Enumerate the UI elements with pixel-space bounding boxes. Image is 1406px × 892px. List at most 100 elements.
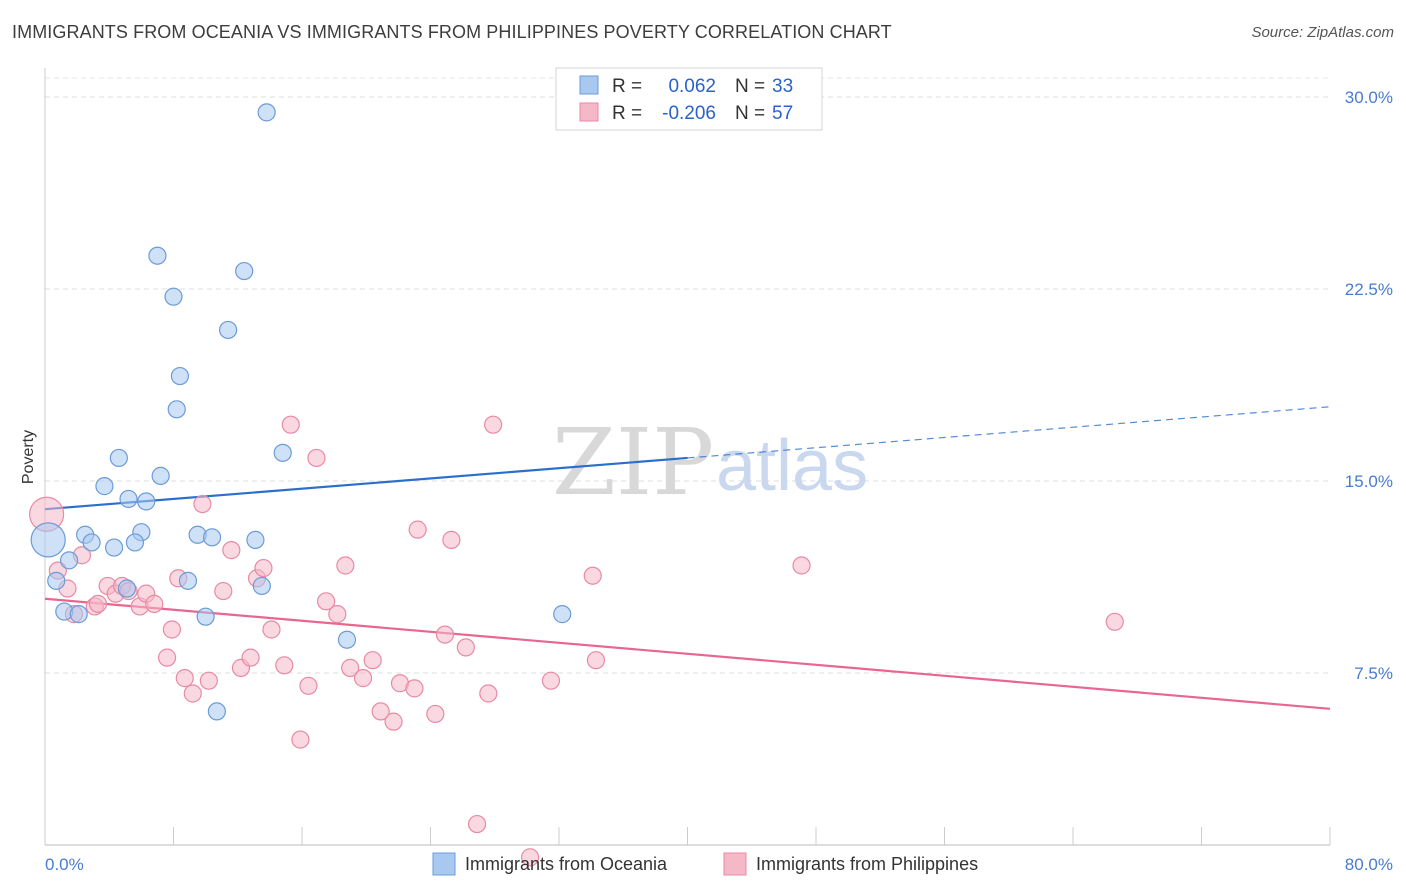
x-tick-label-min: 0.0% [45,855,84,874]
point-oceania-32 [207,702,226,721]
y-tick-labels: 7.5% 15.0% 22.5% 30.0% [1345,88,1393,683]
legend-swatch-philippines [579,102,599,122]
legend-n-label-2: N = [735,103,765,124]
point-philippines-22 [222,541,241,560]
point-philippines-31 [299,676,318,695]
point-oceania-8 [109,448,128,468]
point-oceania-0 [257,103,276,122]
point-philippines-50 [484,415,503,434]
point-philippines-34 [328,605,347,624]
legend-r-label-1: R = [612,76,642,97]
point-philippines-46 [442,530,461,549]
y-tick-label-2: 22.5% [1345,280,1393,299]
legend-n-label-1: N = [735,76,765,97]
point-philippines-29 [281,415,300,434]
point-philippines-47 [456,638,475,657]
chart-title: IMMIGRANTS FROM OCEANIA VS IMMIGRANTS FR… [12,22,892,42]
point-philippines-18 [183,684,202,703]
point-philippines-6 [88,594,108,613]
point-philippines-30 [291,730,310,749]
point-philippines-19 [193,494,212,514]
point-philippines-49 [479,684,498,703]
point-oceania-24 [178,571,198,590]
point-philippines-27 [262,620,281,639]
point-philippines-21 [214,581,233,601]
point-oceania-21 [104,538,124,557]
point-philippines-20 [199,671,218,690]
point-oceania-17 [202,528,222,547]
data-points [29,103,1124,867]
point-philippines-24 [241,648,260,667]
point-philippines-43 [408,520,427,539]
point-philippines-54 [586,651,606,670]
point-oceania-7 [273,443,292,462]
point-philippines-28 [275,656,294,675]
point-philippines-44 [426,704,445,724]
point-philippines-32 [307,448,326,468]
point-philippines-35 [336,556,355,575]
point-oceania-22 [59,551,79,570]
point-oceania-25 [117,579,137,598]
point-oceania-1 [148,246,167,265]
point-philippines-38 [363,651,382,670]
point-oceania-30 [553,605,572,624]
point-philippines-13 [145,594,164,613]
point-philippines-55 [792,556,811,575]
point-philippines-33 [316,592,336,611]
point-oceania-29 [196,607,215,626]
series-legend: Immigrants from Oceania Immigrants from … [432,852,978,876]
point-oceania-26 [252,576,271,596]
gridlines [45,77,1330,674]
point-philippines-51 [520,848,540,867]
point-philippines-15 [162,620,181,639]
point-philippines-36 [341,658,360,677]
point-philippines-56 [1105,612,1124,631]
series-label-oceania: Immigrants from Oceania [465,854,668,874]
point-philippines-45 [435,625,455,644]
legend-n-value-2: 57 [772,103,793,124]
point-oceania-31 [337,630,357,649]
point-philippines-39 [371,702,390,721]
point-philippines-26 [254,558,273,578]
y-tick-label-0: 7.5% [1354,664,1393,683]
watermark-atlas: atlas [716,426,868,506]
series-swatch-oceania [432,852,456,876]
point-philippines-17 [175,669,194,688]
legend-n-value-1: 33 [772,76,793,97]
trend-line-philippines [44,597,1331,710]
point-oceania-20 [125,533,145,552]
point-philippines-53 [583,566,602,585]
axes [44,68,1331,846]
watermark: ZIP atlas [552,409,868,516]
point-oceania-12 [137,492,156,511]
point-oceania-14 [30,522,66,558]
x-tick-label-max: 80.0% [1345,855,1393,874]
series-label-philippines: Immigrants from Philippines [756,854,978,874]
source-credit: Source: ZipAtlas.com [1251,24,1394,41]
point-oceania-6 [167,400,186,419]
point-oceania-11 [119,489,138,509]
point-oceania-23 [47,571,66,590]
correlation-legend: R = 0.062 N = 33 R = -0.206 N = 57 [555,67,823,131]
x-tick-labels: 0.0% 80.0% [45,855,1393,874]
point-oceania-4 [219,320,238,340]
point-oceania-5 [170,366,190,386]
legend-r-value-1: 0.062 [668,76,716,97]
point-oceania-2 [235,261,254,281]
point-oceania-19 [82,533,101,552]
legend-r-label-2: R = [612,103,642,124]
point-oceania-28 [69,605,88,624]
series-swatch-philippines [723,852,747,876]
y-tick-label-3: 30.0% [1345,88,1393,107]
point-oceania-18 [246,530,265,549]
legend-r-value-2: -0.206 [662,103,716,124]
point-philippines-42 [405,679,424,698]
point-oceania-3 [164,287,183,306]
point-oceania-10 [95,477,114,496]
point-philippines-52 [541,671,561,690]
point-philippines-14 [157,648,177,667]
legend-swatch-oceania [579,75,599,95]
point-philippines-37 [353,669,373,688]
y-tick-label-1: 15.0% [1345,472,1393,491]
